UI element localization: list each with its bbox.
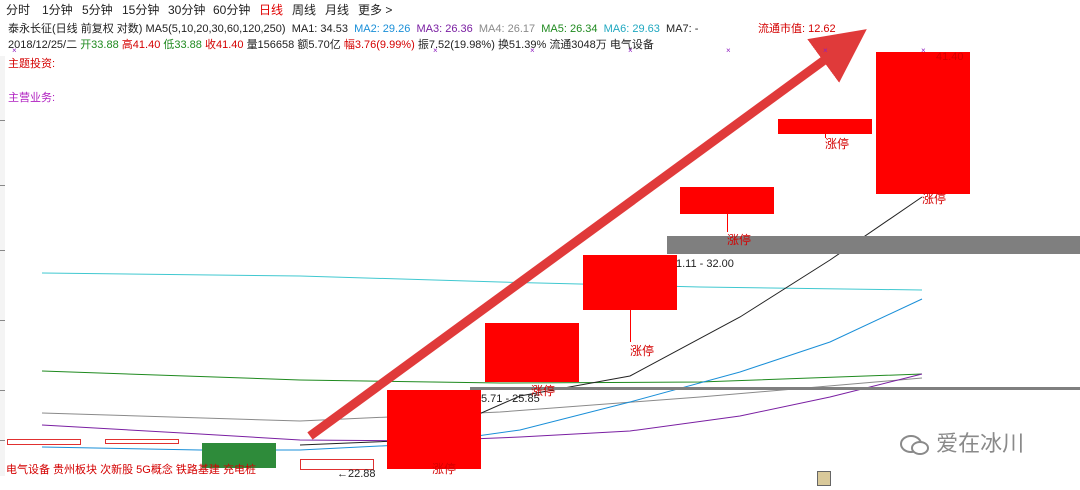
scale-mark (0, 440, 5, 441)
resistance-band (667, 236, 1080, 254)
ma2-value: MA2: 29.26 (354, 23, 411, 35)
range-label-1: 5.71 - 25.85 (481, 393, 540, 405)
candle-small (7, 439, 81, 445)
candle-small (105, 439, 179, 444)
low-price-label: ←22.88 (337, 468, 376, 480)
limit-up-label: 涨停 (825, 137, 850, 151)
stock-title: 泰永长征(日线 前复权 对数) (8, 23, 143, 35)
limit-up-label: 涨停 (727, 233, 752, 247)
candle-limit-up (778, 119, 872, 134)
ma3-value: MA3: 26.36 (416, 23, 473, 35)
ma2-line (41, 298, 923, 451)
theme-investment-label[interactable]: 主题投资: (8, 58, 56, 70)
limit-up-label: 涨停 (432, 462, 457, 476)
limit-up-label: 涨停 (531, 384, 556, 398)
wechat-icon (900, 435, 929, 456)
candle-small (300, 459, 374, 470)
scale-mark (0, 390, 5, 391)
support-line (470, 387, 1080, 390)
event-mark-icon: × (530, 46, 535, 55)
scale-mark (0, 120, 5, 121)
note-icon[interactable] (817, 471, 831, 486)
candle-limit-up (680, 187, 774, 214)
limit-up-label: 涨停 (630, 344, 655, 358)
quote-low: 低33.88 (163, 39, 202, 51)
main-business-label[interactable]: 主营业务: (8, 92, 56, 104)
event-mark-icon: × (12, 46, 17, 55)
candle-wick (825, 134, 826, 138)
event-mark-icon: × (823, 46, 828, 55)
quote-high: 高41.40 (121, 39, 161, 51)
candle-wick (727, 214, 728, 232)
high-price-label: 41.40 (936, 51, 964, 63)
tab-daily[interactable]: 日线 (259, 3, 284, 17)
quote-sector: 电气设备 (609, 39, 654, 51)
quote-change: 幅3.76(9.99%) (343, 39, 415, 51)
candle-wick (630, 310, 631, 342)
sector-tags[interactable]: 电气设备 贵州板块 次新股 5G概念 铁路基建 充电桩 (6, 464, 256, 476)
quote-turnover: 换51.39% (497, 39, 547, 51)
ma7-value: MA7: - (666, 23, 699, 35)
tab-1min[interactable]: 1分钟 (42, 3, 73, 17)
tab-5min[interactable]: 5分钟 (82, 3, 113, 17)
ma-header: 泰永长征(日线 前复权 对数) MA5(5,10,20,30,60,120,25… (8, 20, 698, 36)
quote-amplitude: 振7.52(19.98%) (417, 39, 495, 51)
event-mark-icon: × (921, 46, 926, 55)
candle-green (202, 443, 276, 468)
scale-mark (0, 185, 5, 186)
candle-limit-up (876, 52, 970, 194)
left-scale-gutter (0, 56, 5, 476)
scale-mark (0, 250, 5, 251)
event-mark-icon: × (628, 46, 633, 55)
tab-weekly[interactable]: 周线 (292, 3, 317, 17)
ma5-value: MA5: 26.34 (541, 23, 598, 35)
candle-limit-up (583, 255, 677, 310)
quote-float: 流通3048万 (549, 39, 607, 51)
limit-up-label: 涨停 (922, 192, 947, 206)
tab-monthly[interactable]: 月线 (325, 3, 350, 17)
quote-close: 收41.40 (204, 39, 244, 51)
quote-line: 2018/12/25/二 开33.88 高41.40 低33.88 收41.40… (8, 36, 654, 52)
scale-mark (0, 320, 5, 321)
ma-params: MA5(5,10,20,30,60,120,250) (145, 23, 286, 35)
ma4-value: MA4: 26.17 (478, 23, 536, 35)
watermark-text: 爱在冰川 (936, 431, 1025, 456)
ma1-value: MA1: 34.53 (291, 23, 348, 35)
ma3-line (41, 373, 923, 442)
event-mark-icon: × (433, 46, 438, 55)
ma4-line (41, 377, 923, 422)
candle-limit-up (387, 390, 481, 469)
ma6-line (41, 272, 923, 291)
tab-30min[interactable]: 30分钟 (168, 3, 206, 17)
ma6-value: MA6: 29.63 (603, 23, 660, 35)
event-mark-icon: × (726, 46, 731, 55)
trend-arrow (307, 29, 867, 440)
quote-date: 2018/12/25/二 (8, 39, 78, 51)
watermark: 爱在冰川 (900, 426, 1024, 458)
period-tabs: 分时 1分钟 5分钟 15分钟 30分钟 60分钟 日线 周线 月线 更多 > (0, 0, 1080, 18)
quote-open: 开33.88 (80, 39, 119, 51)
tab-realtime[interactable]: 分时 (6, 3, 31, 17)
quote-amount: 额5.70亿 (297, 39, 341, 51)
range-label-2: 1.11 - 32.00 (676, 258, 734, 270)
tab-60min[interactable]: 60分钟 (213, 3, 251, 17)
candle-limit-up (485, 323, 579, 382)
tab-15min[interactable]: 15分钟 (122, 3, 160, 17)
quote-volume: 量156658 (246, 39, 295, 51)
tab-more[interactable]: 更多 > (358, 3, 393, 17)
ma5-line (41, 370, 923, 384)
